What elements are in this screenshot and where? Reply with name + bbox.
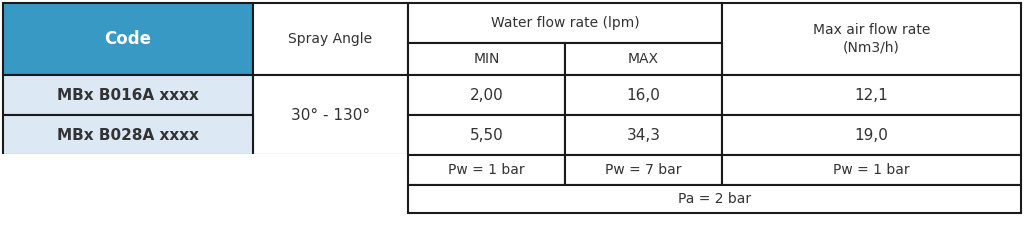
- Bar: [722, 3, 1021, 75]
- Text: 19,0: 19,0: [855, 128, 889, 143]
- Bar: [253, 75, 408, 155]
- Text: Code: Code: [104, 30, 152, 48]
- Bar: [3, 155, 408, 185]
- Bar: [3, 3, 253, 75]
- Bar: [565, 75, 722, 115]
- Bar: [3, 115, 253, 155]
- Bar: [565, 43, 722, 75]
- Bar: [408, 75, 565, 115]
- Bar: [3, 75, 253, 115]
- Text: Pw = 1 bar: Pw = 1 bar: [834, 163, 909, 177]
- Bar: [565, 155, 722, 185]
- Text: 5,50: 5,50: [470, 128, 504, 143]
- Bar: [408, 115, 565, 155]
- Text: 34,3: 34,3: [627, 128, 660, 143]
- Bar: [565, 115, 722, 155]
- Text: Max air flow rate
(Nm3/h): Max air flow rate (Nm3/h): [813, 23, 930, 55]
- Text: 12,1: 12,1: [855, 88, 889, 103]
- Text: MBx B016A xxxx: MBx B016A xxxx: [57, 88, 199, 103]
- Text: Pw = 7 bar: Pw = 7 bar: [605, 163, 682, 177]
- Bar: [3, 185, 408, 213]
- Text: Water flow rate (lpm): Water flow rate (lpm): [490, 16, 639, 30]
- Bar: [408, 155, 565, 185]
- Text: MIN: MIN: [473, 52, 500, 66]
- Text: Spray Angle: Spray Angle: [289, 32, 373, 46]
- Text: Pa = 2 bar: Pa = 2 bar: [678, 192, 751, 206]
- Bar: [253, 3, 408, 75]
- Text: 30° - 130°: 30° - 130°: [291, 108, 370, 123]
- Text: Pw = 1 bar: Pw = 1 bar: [449, 163, 525, 177]
- Bar: [408, 3, 722, 43]
- Text: 2,00: 2,00: [470, 88, 504, 103]
- Bar: [408, 185, 1021, 213]
- Text: 16,0: 16,0: [627, 88, 660, 103]
- Bar: [722, 75, 1021, 115]
- Text: MAX: MAX: [628, 52, 659, 66]
- Bar: [408, 43, 565, 75]
- Bar: [722, 115, 1021, 155]
- Bar: [722, 155, 1021, 185]
- Text: MBx B028A xxxx: MBx B028A xxxx: [57, 128, 199, 143]
